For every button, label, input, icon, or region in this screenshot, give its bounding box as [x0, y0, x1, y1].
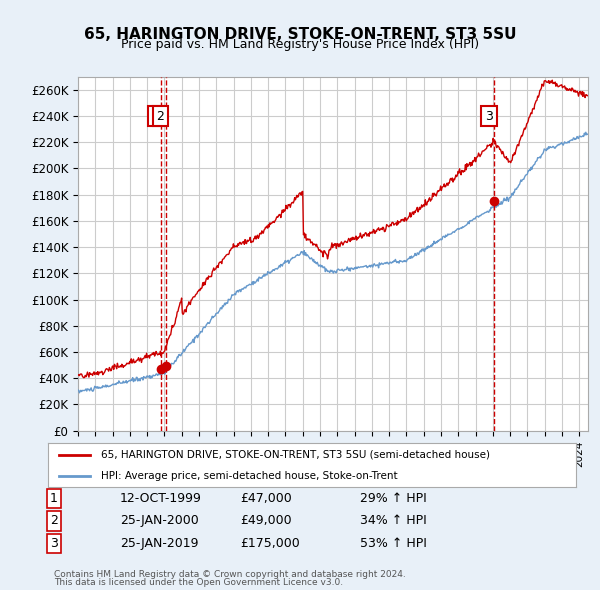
- Text: 34% ↑ HPI: 34% ↑ HPI: [360, 514, 427, 527]
- Text: 1: 1: [50, 492, 58, 505]
- Text: 25-JAN-2019: 25-JAN-2019: [120, 537, 199, 550]
- Text: 12-OCT-1999: 12-OCT-1999: [120, 492, 202, 505]
- Text: 3: 3: [485, 110, 493, 123]
- Text: This data is licensed under the Open Government Licence v3.0.: This data is licensed under the Open Gov…: [54, 578, 343, 587]
- Text: £49,000: £49,000: [240, 514, 292, 527]
- Text: £175,000: £175,000: [240, 537, 300, 550]
- Text: Price paid vs. HM Land Registry's House Price Index (HPI): Price paid vs. HM Land Registry's House …: [121, 38, 479, 51]
- Text: 2: 2: [50, 514, 58, 527]
- Text: £47,000: £47,000: [240, 492, 292, 505]
- Text: 2: 2: [157, 110, 164, 123]
- Text: 65, HARINGTON DRIVE, STOKE-ON-TRENT, ST3 5SU: 65, HARINGTON DRIVE, STOKE-ON-TRENT, ST3…: [84, 27, 516, 41]
- Text: 3: 3: [50, 537, 58, 550]
- Text: HPI: Average price, semi-detached house, Stoke-on-Trent: HPI: Average price, semi-detached house,…: [101, 471, 397, 481]
- Text: 1: 1: [152, 110, 160, 123]
- Text: 53% ↑ HPI: 53% ↑ HPI: [360, 537, 427, 550]
- Text: 25-JAN-2000: 25-JAN-2000: [120, 514, 199, 527]
- Text: 29% ↑ HPI: 29% ↑ HPI: [360, 492, 427, 505]
- Text: 65, HARINGTON DRIVE, STOKE-ON-TRENT, ST3 5SU (semi-detached house): 65, HARINGTON DRIVE, STOKE-ON-TRENT, ST3…: [101, 450, 490, 460]
- Text: Contains HM Land Registry data © Crown copyright and database right 2024.: Contains HM Land Registry data © Crown c…: [54, 571, 406, 579]
